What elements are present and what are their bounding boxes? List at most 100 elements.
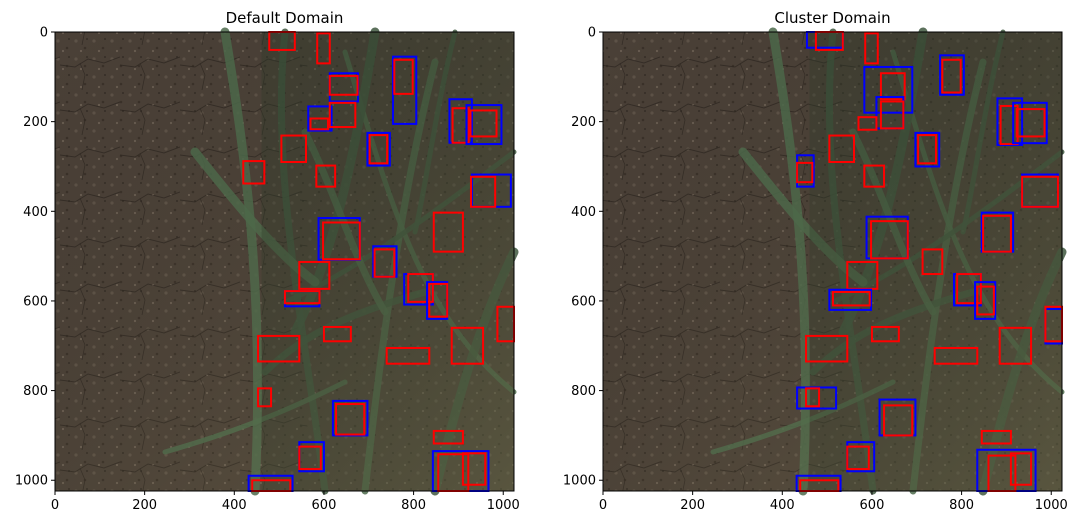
red-bounding-box: [328, 74, 359, 96]
axes-frame: [54, 31, 515, 492]
blue-bounding-box: [828, 288, 873, 311]
red-bounding-box: [879, 100, 905, 130]
red-bounding-box: [805, 334, 849, 363]
blue-bounding-box: [974, 281, 997, 320]
panel-title: Default Domain: [226, 9, 344, 27]
y-tick-label: 400: [23, 205, 48, 220]
red-bounding-box: [335, 403, 366, 436]
blue-bounding-box: [863, 65, 914, 114]
x-axis: 0 200 400 600 800 1000: [51, 491, 520, 513]
light-overlay: [603, 32, 1062, 491]
red-bounding-box: [921, 248, 944, 276]
x-tick-label: 1000: [1035, 498, 1068, 513]
x-tick-label: 0: [51, 498, 59, 513]
red-bounding-box: [857, 116, 878, 131]
red-bounding-box: [982, 214, 1012, 253]
axes-frame: [602, 31, 1063, 492]
red-bounding-box: [322, 325, 352, 343]
red-bounding-box: [432, 429, 464, 445]
y-tick-label: 800: [571, 384, 596, 399]
red-bounding-box: [976, 285, 995, 316]
blue-bounding-box: [914, 131, 941, 168]
y-tick-label: 0: [588, 26, 596, 41]
red-bounding-box: [879, 72, 906, 101]
red-bounding-box: [796, 161, 814, 184]
red-bounding-box: [469, 109, 498, 138]
x-tick-label: 200: [132, 498, 157, 513]
blue-bounding-box: [1012, 101, 1048, 145]
y-tick-label: 200: [571, 115, 596, 130]
y-tick-label: 600: [571, 294, 596, 309]
red-bounding-box: [941, 58, 962, 94]
red-bounding-box: [257, 387, 273, 408]
red-bounding-box: [469, 175, 497, 208]
red-bounding-box: [1021, 175, 1059, 208]
red-bounding-box: [917, 134, 938, 165]
red-bounding-box: [828, 134, 856, 163]
red-bounding-box: [980, 429, 1012, 445]
red-bounding-box: [257, 334, 301, 363]
red-bounding-box: [368, 134, 389, 165]
x-tick-label: 800: [949, 498, 974, 513]
red-bounding-box: [385, 347, 431, 365]
x-axis: 0 200 400 600 800 1000: [599, 491, 1068, 513]
red-bounding-box: [328, 101, 357, 129]
x-tick-label: 600: [312, 498, 337, 513]
blue-bounding-box: [366, 131, 391, 167]
red-bounding-box: [461, 452, 487, 486]
red-bounding-box: [316, 32, 331, 65]
y-tick-label: 600: [23, 294, 48, 309]
y-tick-label: 800: [23, 384, 48, 399]
blue-bounding-box: [307, 105, 333, 132]
blue-bounding-box: [465, 104, 503, 146]
red-bounding-box: [309, 117, 329, 131]
panel-default-domain: Default Domain 0 200 400 600 800 1000 0 200 400…: [15, 9, 520, 513]
field-image: [603, 27, 1067, 496]
red-bounding-box: [846, 445, 870, 471]
red-bounding-box: [298, 445, 322, 471]
x-tick-label: 400: [770, 498, 795, 513]
red-bounding-box: [883, 404, 914, 437]
red-bounding-box: [407, 273, 434, 303]
red-bounding-box: [1015, 108, 1046, 138]
x-tick-label: 1000: [487, 498, 520, 513]
red-bounding-box: [315, 164, 337, 188]
y-tick-label: 1000: [563, 474, 596, 489]
red-bounding-box: [956, 273, 982, 305]
x-tick-label: 400: [222, 498, 247, 513]
panel-cluster-domain: Cluster Domain 0 200 400 600 800 1000 0 200 400…: [563, 9, 1068, 513]
y-tick-label: 400: [571, 205, 596, 220]
y-tick-label: 200: [23, 115, 48, 130]
red-bounding-box: [870, 325, 900, 343]
light-overlay: [55, 32, 514, 491]
x-tick-label: 0: [599, 498, 607, 513]
red-bounding-box: [280, 134, 308, 163]
red-bounding-box: [242, 160, 266, 185]
y-axis: 0 200 400 600 800 1000: [563, 26, 603, 489]
detection-boxes: [795, 31, 1063, 492]
x-tick-label: 800: [401, 498, 426, 513]
red-bounding-box: [805, 387, 821, 408]
red-bounding-box: [863, 164, 886, 188]
red-bounding-box: [428, 282, 449, 318]
red-bounding-box: [998, 326, 1033, 365]
red-bounding-box: [870, 220, 909, 260]
panel-title: Cluster Domain: [774, 9, 890, 27]
red-bounding-box: [933, 347, 979, 365]
red-bounding-box: [322, 221, 361, 261]
x-tick-label: 200: [680, 498, 705, 513]
y-axis: 0 200 400 600 800 1000: [15, 26, 55, 489]
red-bounding-box: [373, 248, 396, 278]
red-bounding-box: [393, 58, 414, 95]
blue-bounding-box: [391, 55, 418, 125]
y-tick-label: 0: [40, 26, 48, 41]
red-bounding-box: [1009, 452, 1033, 486]
red-bounding-box: [451, 107, 470, 144]
red-bounding-box: [283, 290, 321, 305]
field-image: [55, 27, 519, 496]
blue-bounding-box: [939, 54, 965, 96]
red-bounding-box: [864, 32, 879, 65]
y-tick-label: 1000: [15, 474, 48, 489]
red-bounding-box: [432, 211, 464, 253]
